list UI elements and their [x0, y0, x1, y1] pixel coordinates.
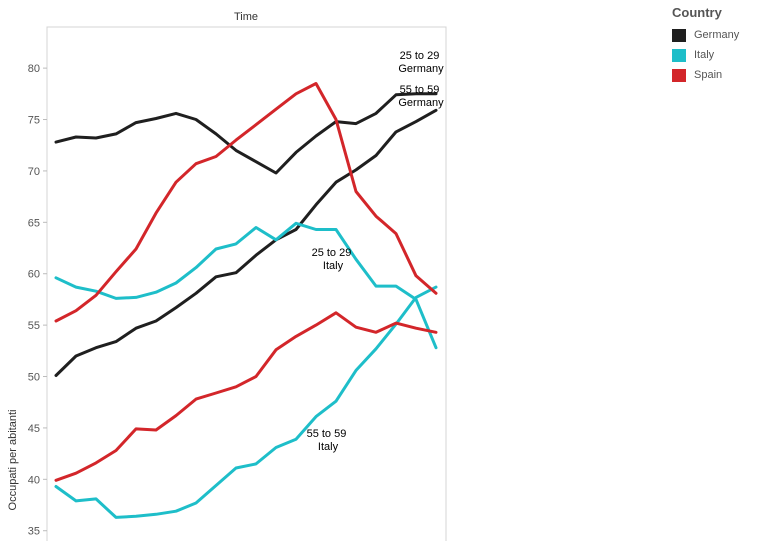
y-tick-label: 35 — [28, 526, 40, 538]
legend-label-spain: Spain — [694, 69, 723, 81]
legend-item-spain[interactable]: Spain — [672, 65, 739, 85]
annotation-germany-25-29: 25 to 29 Germany — [398, 50, 444, 75]
legend-label-italy: Italy — [694, 49, 715, 61]
y-axis-ticks: 35 40 45 50 55 60 65 70 75 80 — [28, 63, 47, 538]
legend-item-germany[interactable]: Germany — [672, 25, 739, 45]
annotation-germany-55-59: 55 to 59 Germany — [398, 84, 444, 109]
legend-swatch-italy — [672, 48, 686, 62]
y-tick-label: 40 — [28, 474, 40, 486]
annotation-italy-25-29-line1: 25 to 29 — [312, 247, 352, 259]
legend-swatch-spain — [672, 68, 686, 82]
legend: Country Germany Italy Spain — [672, 5, 739, 85]
y-tick-label: 65 — [28, 217, 40, 229]
legend-swatch-germany — [672, 28, 686, 42]
top-header: Time — [234, 11, 258, 23]
plot-area — [46, 26, 447, 541]
legend-item-italy[interactable]: Italy — [672, 45, 739, 65]
y-tick-label: 70 — [28, 166, 40, 178]
annotation-italy-55-59-line1: 55 to 59 — [307, 428, 347, 440]
annotation-germany-55-59-line2: Germany — [398, 97, 444, 109]
series-line-italy-25-to-29[interactable] — [54, 221, 438, 350]
y-tick-label: 60 — [28, 269, 40, 281]
y-tick-label: 50 — [28, 372, 40, 384]
legend-title: Country — [672, 5, 722, 20]
series-line-spain-55-to-59[interactable] — [54, 311, 438, 482]
annotation-italy-25-29-line2: Italy — [323, 260, 344, 272]
series-line-italy-55-to-59[interactable] — [54, 285, 438, 519]
series-line-spain-25-to-29[interactable] — [54, 82, 438, 323]
legend-label-germany: Germany — [694, 29, 740, 41]
y-tick-label: 80 — [28, 63, 40, 75]
y-tick-label: 55 — [28, 320, 40, 332]
annotation-germany-25-29-line1: 25 to 29 — [400, 50, 440, 62]
annotation-italy-55-59: 55 to 59 Italy — [307, 428, 350, 453]
series-line-germany-25-to-29[interactable] — [54, 92, 438, 175]
y-axis-title: Occupati per abitanti — [7, 410, 19, 511]
series-line-germany-55-to-59[interactable] — [54, 108, 438, 377]
annotation-italy-55-59-line2: Italy — [318, 441, 339, 453]
annotation-germany-25-29-line2: Germany — [398, 63, 444, 75]
y-tick-label: 45 — [28, 423, 40, 435]
annotation-italy-25-29: 25 to 29 Italy — [312, 247, 355, 272]
annotation-germany-55-59-line1: 55 to 59 — [400, 84, 440, 96]
y-tick-label: 75 — [28, 115, 40, 127]
series-lines — [54, 82, 438, 519]
